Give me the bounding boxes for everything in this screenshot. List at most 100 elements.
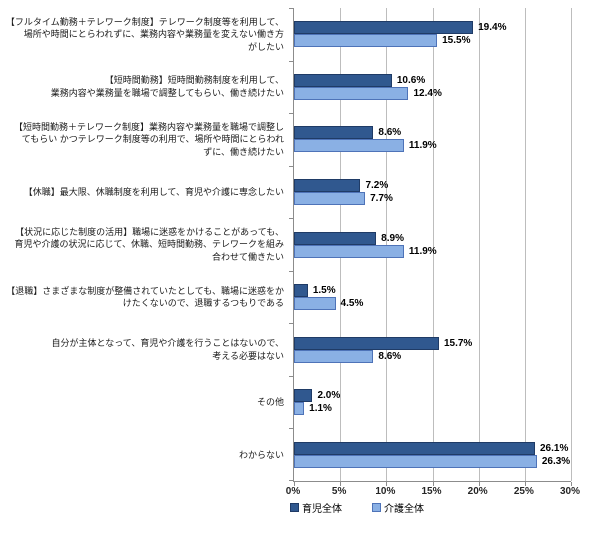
- bar-series-0: [294, 178, 361, 192]
- category-label: わからない: [238, 449, 284, 460]
- category-label: その他: [256, 396, 284, 407]
- bar-series-0: [294, 73, 392, 87]
- legend-item-1: 介護全体: [372, 500, 424, 515]
- category-axis-tick: [289, 270, 294, 272]
- category-axis-tick: [289, 480, 294, 481]
- bar-value-label: 8.6%: [378, 350, 402, 362]
- bar-series-0: [294, 231, 377, 245]
- bar-series-1: [294, 244, 404, 258]
- legend-item-0: 育児全体: [290, 500, 342, 515]
- gridline: [524, 8, 526, 481]
- category-axis-tick: [289, 375, 294, 377]
- bar-row: 7.7%: [294, 191, 571, 205]
- bar-group: 7.2% 7.7%: [294, 166, 571, 219]
- category-axis-tick: [289, 165, 294, 167]
- bar-row: 8.9%: [294, 231, 571, 245]
- x-tick-label: 25%: [513, 486, 534, 497]
- category-label: 【フルタイム勤務＋テレワーク制度】テレワーク制度等を利用して、 場所や時間にとら…: [5, 16, 284, 52]
- bar-value-label: 4.5%: [340, 298, 364, 310]
- legend-swatch-1: [372, 503, 381, 512]
- bar-value-label: 7.7%: [370, 192, 393, 204]
- bar-group: 10.6% 12.4%: [294, 61, 571, 114]
- bar-group: 8.9% 11.9%: [294, 218, 571, 271]
- bar-series-1: [294, 191, 366, 205]
- bar-series-0: [294, 336, 439, 350]
- bar-series-0: [294, 21, 474, 35]
- bar-value-label: 1.5%: [312, 285, 336, 297]
- bar-row: 15.7%: [294, 336, 571, 350]
- bar-row: 10.6%: [294, 73, 571, 87]
- x-axis-tick: [524, 482, 526, 486]
- bar-value-label: 15.7%: [443, 337, 473, 349]
- legend-label: 育児全体: [302, 504, 342, 515]
- bar-row: 26.1%: [294, 441, 571, 455]
- bar-row: 7.2%: [294, 178, 571, 192]
- x-axis-tick: [294, 482, 295, 486]
- gridline: [478, 8, 480, 481]
- bar-series-1: [294, 349, 374, 363]
- bar-groups: 19.4% 15.5% 10.6% 12.4% 8.6% 11.9% 7.2% 7.7% 8.9…: [294, 8, 571, 481]
- bar-value-label: 15.5%: [442, 35, 471, 47]
- bar-series-0: [294, 126, 374, 140]
- bar-series-0: [294, 389, 313, 403]
- bar-value-label: 26.3%: [541, 455, 571, 467]
- bar-row: 1.5%: [294, 284, 571, 298]
- category-label: 【短時間勤務】短時間勤務制度を利用して、 業務内容や業務量を職場で調整してもらい…: [50, 75, 284, 98]
- gridline: [571, 8, 572, 481]
- bar-series-1: [294, 139, 404, 153]
- bar-group: 8.6% 11.9%: [294, 113, 571, 166]
- gridline: [432, 8, 434, 481]
- x-tick-label: 10%: [375, 486, 396, 497]
- bar-value-label: 2.0%: [317, 390, 341, 402]
- x-tick-label: 20%: [467, 486, 488, 497]
- bar-series-1: [294, 454, 537, 468]
- category-axis-tick: [289, 8, 294, 9]
- bar-series-1: [294, 402, 305, 416]
- bar-value-label: 11.9%: [408, 245, 437, 257]
- bar-row: 1.1%: [294, 402, 571, 416]
- bar-row: 2.0%: [294, 389, 571, 403]
- bar-group: 2.0% 1.1%: [294, 376, 571, 429]
- x-tick-label: 15%: [421, 486, 442, 497]
- bar-value-label: 8.6%: [378, 127, 402, 139]
- bar-value-label: 10.6%: [396, 74, 426, 86]
- bar-group: 15.7% 8.6%: [294, 323, 571, 376]
- bar-group: 19.4% 15.5%: [294, 8, 571, 61]
- bar-row: 4.5%: [294, 297, 571, 311]
- category-label: 【休職】最大限、休職制度を利用して、育児や介護に専念したい: [23, 186, 284, 197]
- category-axis-tick: [289, 218, 294, 220]
- bar-row: 11.9%: [294, 244, 571, 258]
- bar-group: 1.5% 4.5%: [294, 271, 571, 324]
- legend-swatch-0: [290, 503, 299, 512]
- category-labels: 【フルタイム勤務＋テレワーク制度】テレワーク制度等を利用して、 場所や時間にとら…: [0, 8, 289, 481]
- bar-row: 12.4%: [294, 86, 571, 100]
- bar-series-1: [294, 34, 438, 48]
- category-axis-tick: [289, 60, 294, 62]
- gridline: [386, 8, 388, 481]
- category-label: 自分が主体となって、育児や介護を行うことはないので、 考える必要はない: [51, 338, 284, 361]
- x-axis-tick: [432, 482, 434, 486]
- category-label: 【退職】さまざまな制度が整備されていたとしても、職場に迷惑をか けたくないので、…: [6, 285, 284, 309]
- bar-row: 26.3%: [294, 454, 571, 468]
- category-axis-tick: [289, 323, 294, 325]
- category-axis-tick: [289, 113, 294, 115]
- category-label: 【状況に応じた制度の活用】職場に迷惑をかけることがあっても、 育児や介護の状況に…: [14, 226, 284, 262]
- bar-series-1: [294, 297, 336, 311]
- bar-row: 8.6%: [294, 349, 571, 363]
- bar-row: 11.9%: [294, 139, 571, 153]
- x-axis-tick: [571, 482, 572, 486]
- legend-label: 介護全体: [384, 504, 424, 515]
- bar-row: 19.4%: [294, 21, 571, 35]
- category-label: 【短時間勤務＋テレワーク制度】業務内容や業務量を職場で調整し てもらい かつテレ…: [13, 121, 284, 157]
- x-axis-labels: 0% 5% 10% 15% 20% 25% 30%: [286, 486, 580, 499]
- bar-value-label: 8.9%: [381, 232, 404, 244]
- legend: 育児全体 介護全体: [290, 500, 424, 515]
- x-axis-tick: [478, 482, 480, 486]
- x-tick-label: 30%: [559, 486, 581, 497]
- bar-series-0: [294, 284, 308, 298]
- x-axis-tick: [386, 482, 388, 486]
- bar-row: 15.5%: [294, 34, 571, 48]
- x-tick-label: 0%: [285, 486, 301, 497]
- plot-area: 19.4% 15.5% 10.6% 12.4% 8.6% 11.9% 7.2% 7.7% 8.9…: [289, 8, 572, 486]
